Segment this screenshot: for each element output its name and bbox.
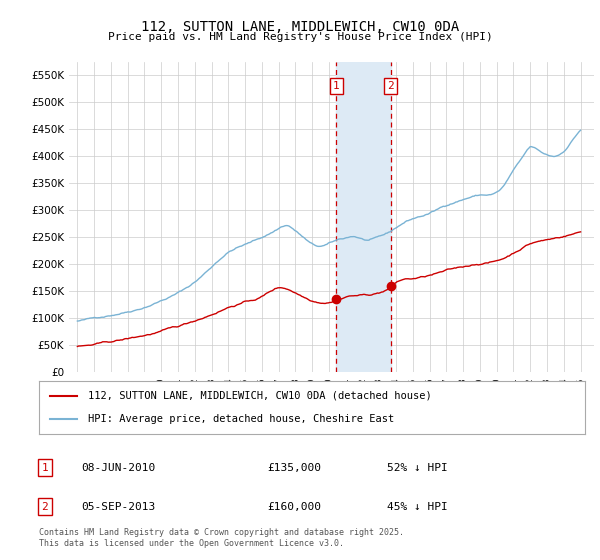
Text: 1: 1 (333, 81, 340, 91)
Text: 1: 1 (41, 463, 49, 473)
Text: Price paid vs. HM Land Registry's House Price Index (HPI): Price paid vs. HM Land Registry's House … (107, 32, 493, 43)
Text: 2: 2 (41, 502, 49, 512)
Text: 08-JUN-2010: 08-JUN-2010 (81, 463, 155, 473)
Text: 52% ↓ HPI: 52% ↓ HPI (387, 463, 448, 473)
Text: 112, SUTTON LANE, MIDDLEWICH, CW10 0DA (detached house): 112, SUTTON LANE, MIDDLEWICH, CW10 0DA (… (88, 391, 432, 401)
Text: 45% ↓ HPI: 45% ↓ HPI (387, 502, 448, 512)
Bar (337, 62, 391, 372)
Text: £160,000: £160,000 (267, 502, 321, 512)
Text: £135,000: £135,000 (267, 463, 321, 473)
Text: HPI: Average price, detached house, Cheshire East: HPI: Average price, detached house, Ches… (88, 414, 394, 424)
Text: 05-SEP-2013: 05-SEP-2013 (81, 502, 155, 512)
Text: Contains HM Land Registry data © Crown copyright and database right 2025.
This d: Contains HM Land Registry data © Crown c… (39, 528, 404, 548)
Text: 112, SUTTON LANE, MIDDLEWICH, CW10 0DA: 112, SUTTON LANE, MIDDLEWICH, CW10 0DA (141, 20, 459, 34)
Text: 2: 2 (387, 81, 394, 91)
